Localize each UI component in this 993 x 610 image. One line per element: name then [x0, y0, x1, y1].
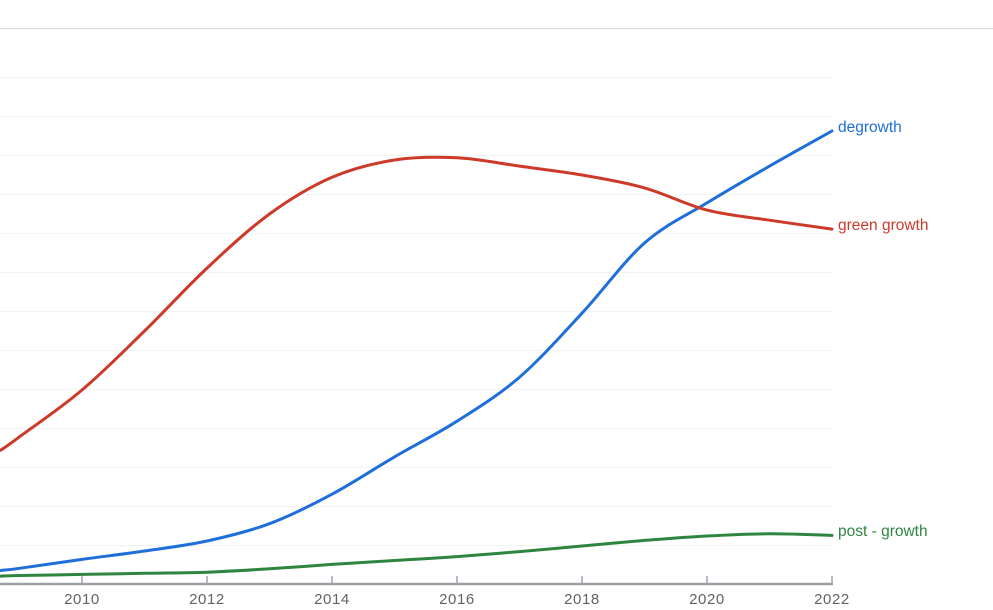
x-tick-label-2018: 2018	[564, 591, 600, 608]
series-label-degrowth: degrowth	[838, 119, 902, 137]
series-line-degrowth	[0, 129, 834, 572]
x-tick-label-2016: 2016	[439, 591, 475, 608]
x-tick-label-2010: 2010	[64, 591, 100, 608]
series-label-green-growth: green growth	[838, 217, 929, 235]
series-label-post-growth: post - growth	[838, 523, 928, 541]
x-tick-label-2014: 2014	[314, 591, 350, 608]
x-tick-label-2020: 2020	[689, 591, 725, 608]
series-line-green-growth	[0, 155, 834, 452]
x-tick-label-2022: 2022	[814, 591, 850, 608]
gridlines	[0, 77, 833, 546]
series-line-post---growth	[0, 532, 834, 578]
x-tick-label-2012: 2012	[189, 591, 225, 608]
x-axis	[0, 576, 833, 586]
